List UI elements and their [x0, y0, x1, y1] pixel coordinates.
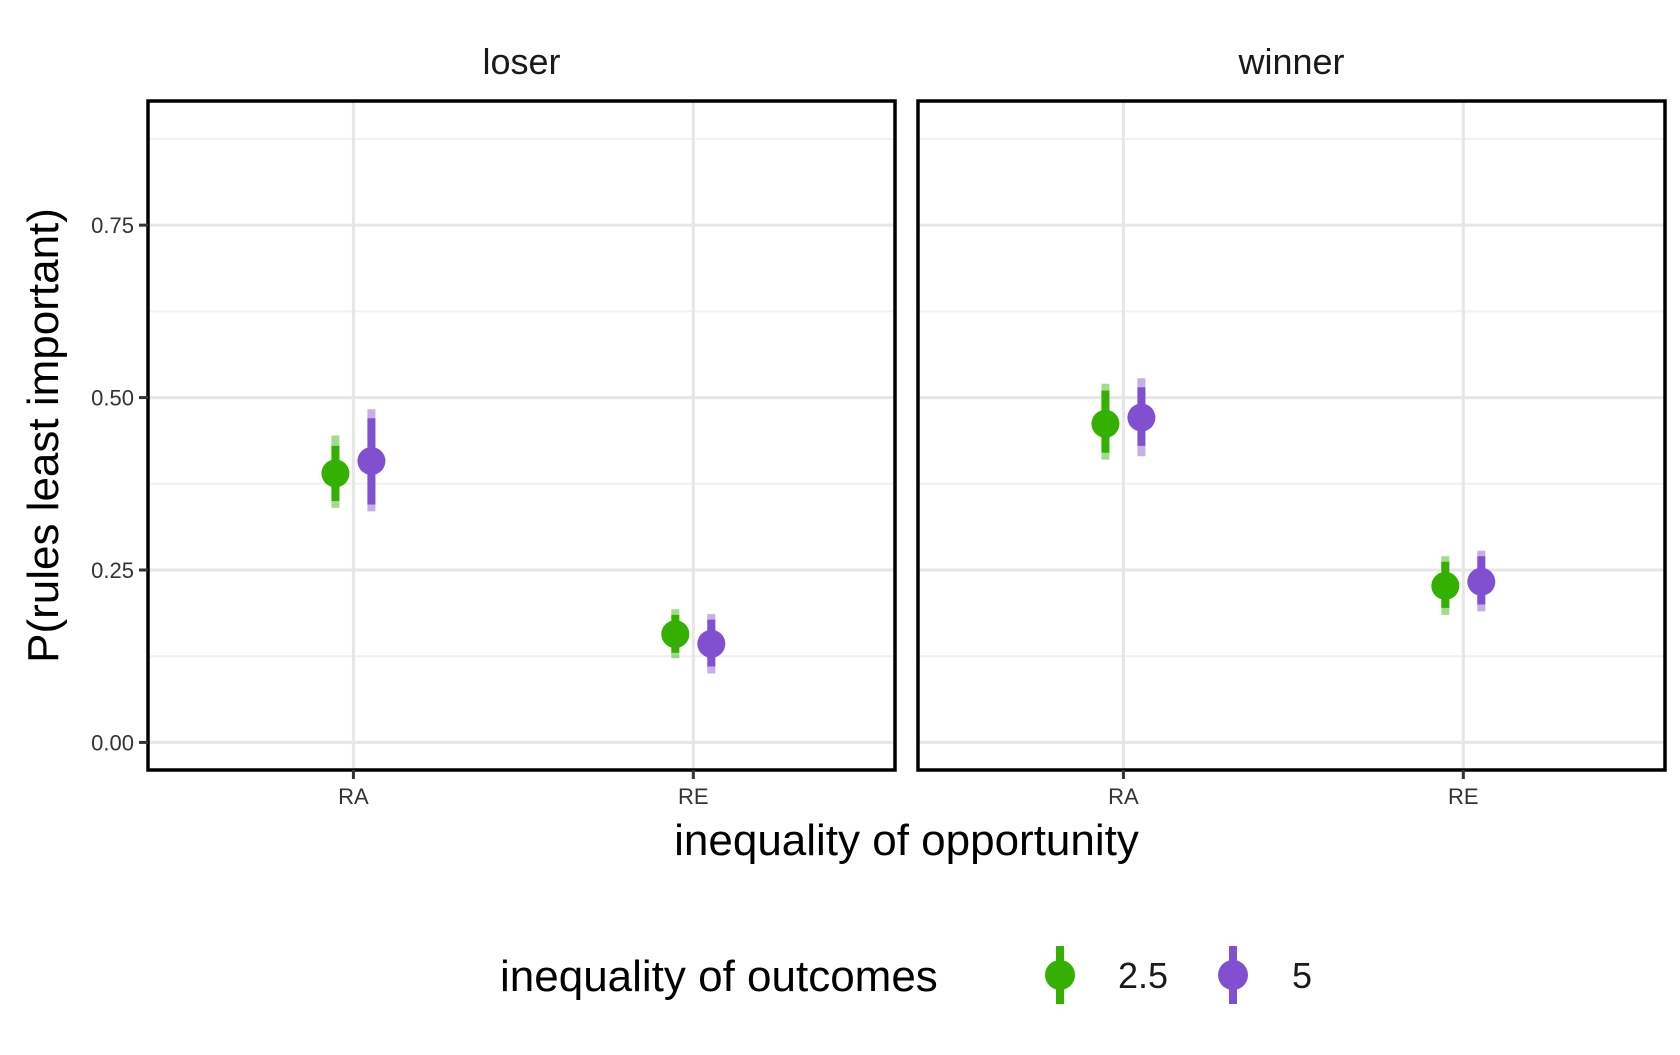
data-point — [697, 629, 726, 658]
legend-key-1 — [1218, 946, 1248, 1004]
x-axis-title: inequality of opportunity — [674, 816, 1139, 865]
legend-key-point — [1045, 960, 1075, 990]
x-tick-label: RA — [338, 784, 369, 809]
legend-key-0 — [1045, 946, 1075, 1004]
y-tick-label: 0.75 — [91, 213, 134, 238]
panel-border — [916, 99, 1667, 772]
y-tick-label: 0.50 — [91, 386, 134, 411]
y-tick-label: 0.25 — [91, 558, 134, 583]
y-axis-title: P(rules least important) — [19, 208, 68, 663]
y-tick-label: 0.00 — [91, 730, 134, 755]
panel-border — [146, 99, 897, 772]
x-tick-label: RE — [678, 784, 709, 809]
data-point — [1091, 409, 1120, 438]
panel-loser: loser RA RE — [146, 41, 897, 809]
y-axis: 0.00 0.25 0.50 0.75 — [91, 213, 148, 755]
panel-winner: winner RA RE — [916, 41, 1667, 809]
legend-label: 5 — [1292, 955, 1312, 996]
data-point — [1467, 567, 1496, 596]
data-point — [1431, 571, 1460, 600]
legend-label: 2.5 — [1118, 955, 1168, 996]
x-tick-label: RA — [1108, 784, 1139, 809]
x-tick-label: RE — [1448, 784, 1479, 809]
facet-label: winner — [1237, 41, 1344, 82]
legend-title: inequality of outcomes — [500, 952, 938, 1001]
legend: inequality of outcomes 2.5 5 — [500, 946, 1312, 1004]
data-point — [661, 620, 690, 649]
legend-key-point — [1218, 960, 1248, 990]
data-point — [321, 459, 350, 488]
facet-label: loser — [482, 41, 560, 82]
data-point — [357, 447, 386, 476]
data-point — [1127, 403, 1156, 432]
